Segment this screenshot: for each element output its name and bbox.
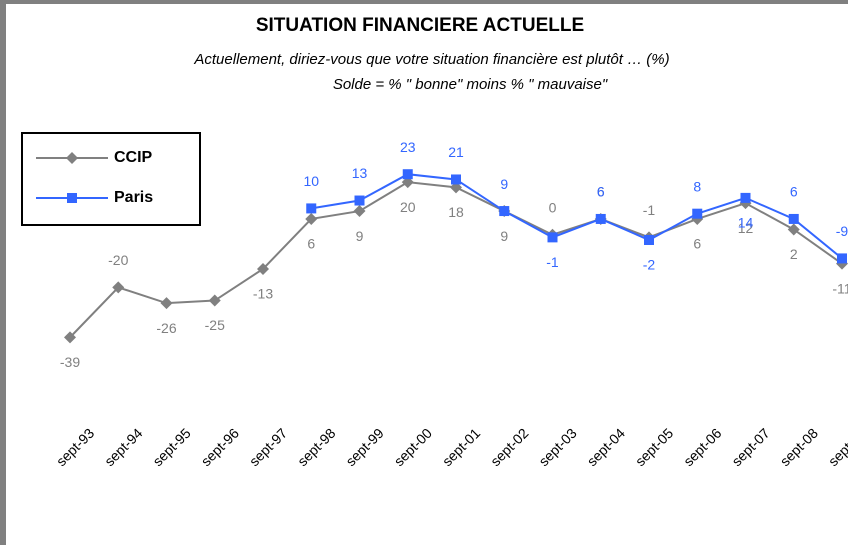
data-label: -1: [546, 254, 559, 270]
data-label: 10: [303, 173, 319, 189]
frame-left: [0, 0, 6, 545]
marker: [547, 232, 558, 243]
data-label: 0: [549, 199, 557, 215]
marker: [305, 212, 318, 225]
frame-top: [0, 0, 848, 4]
data-label: 6: [597, 184, 605, 200]
data-label: 21: [448, 144, 464, 160]
data-label: -25: [205, 317, 225, 333]
marker: [402, 169, 413, 180]
legend-label: Paris: [114, 189, 153, 206]
data-label: 13: [352, 165, 368, 181]
marker: [788, 213, 799, 224]
data-label: 6: [790, 184, 798, 200]
data-label: 23: [400, 139, 416, 155]
data-label: 9: [500, 228, 508, 244]
data-label: 6: [597, 184, 605, 200]
marker: [306, 203, 317, 214]
marker: [740, 192, 751, 203]
marker: [67, 193, 77, 203]
data-label: -2: [643, 257, 656, 273]
data-label: -9: [836, 223, 848, 239]
marker: [160, 297, 173, 310]
marker: [692, 208, 703, 219]
marker: [208, 294, 221, 307]
subtitle: Solde = % " bonne" moins % " mauvaise": [333, 76, 608, 93]
data-label: 12: [738, 220, 754, 236]
marker: [112, 281, 125, 294]
chart-title: SITUATION FINANCIERE ACTUELLE: [256, 15, 584, 36]
marker: [787, 223, 800, 236]
marker: [451, 174, 461, 185]
marker: [644, 235, 654, 245]
legend-label: CCIP: [114, 149, 153, 166]
data-label: 8: [693, 178, 701, 194]
data-label: -39: [60, 354, 80, 370]
marker: [66, 152, 78, 164]
marker: [64, 331, 76, 344]
data-label: -13: [253, 286, 273, 302]
subtitle: Actuellement, diriez-vous que votre situ…: [193, 51, 669, 68]
marker: [595, 213, 606, 224]
data-label: 6: [307, 236, 315, 252]
legend-box: [21, 132, 201, 226]
data-label: -11: [832, 280, 848, 296]
data-label: 9: [500, 176, 508, 192]
data-label: -20: [108, 252, 128, 268]
data-label: 2: [790, 246, 798, 262]
data-label: 9: [356, 228, 364, 244]
data-label: 18: [448, 204, 464, 220]
marker: [837, 253, 847, 264]
data-label: -1: [643, 202, 656, 218]
data-label: 14: [738, 215, 754, 231]
data-label: 6: [693, 236, 701, 252]
line: [311, 173, 843, 260]
data-label: 20: [400, 199, 416, 215]
marker: [353, 205, 366, 218]
data-label: -26: [156, 320, 176, 336]
marker: [257, 262, 269, 275]
marker: [499, 206, 510, 217]
marker: [354, 195, 365, 206]
